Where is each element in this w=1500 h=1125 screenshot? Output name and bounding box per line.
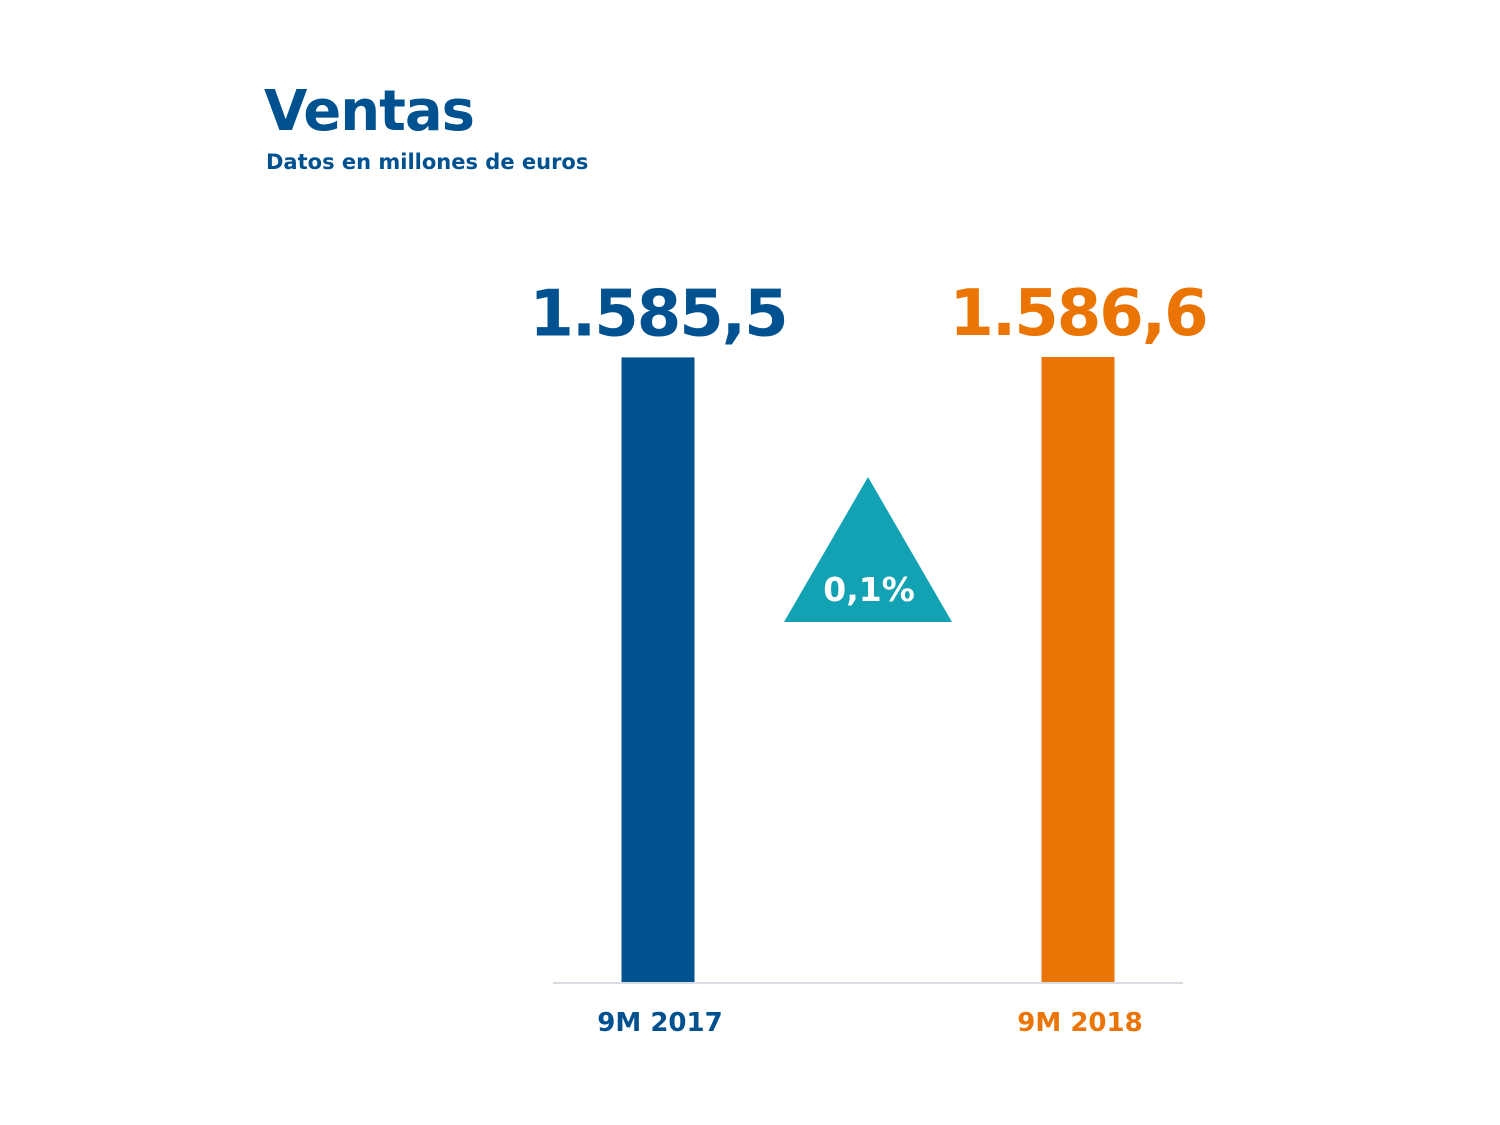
value-label-0: 1.585,5 [529,277,786,351]
chart-subtitle: Datos en millones de euros [266,150,589,174]
value-label-1: 1.586,6 [949,277,1206,351]
bar-0 [621,357,695,982]
chart-title: Ventas [264,79,475,144]
change-up-triangle-icon [784,477,952,622]
category-label-1: 9M 2018 [1017,1008,1142,1038]
change-percent-label: 0,1% [823,570,915,609]
bar-1 [1041,357,1115,982]
category-label-0: 9M 2017 [597,1008,722,1038]
